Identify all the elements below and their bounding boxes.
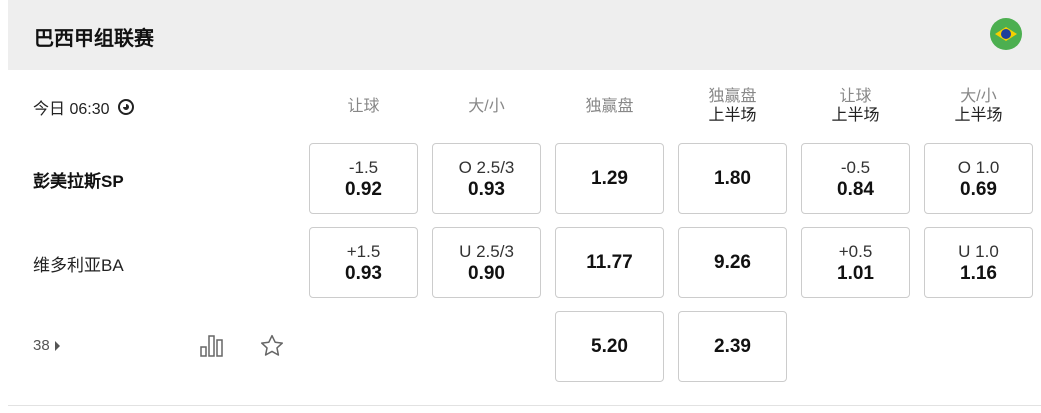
odds-value: 5.20 [591, 335, 628, 357]
column-header-main: 大/小 [960, 88, 997, 105]
odds-line: -0.5 [840, 157, 871, 177]
odds-value: 1.01 [837, 262, 874, 284]
odds-value: 9.26 [714, 251, 751, 273]
odds-value: 1.80 [714, 167, 751, 189]
clock-icon [117, 99, 134, 115]
match-time: 今日 06:30 [33, 95, 134, 119]
odds-value: 1.16 [960, 262, 997, 284]
column-header-main: 让球 [347, 97, 380, 115]
column-header-main: 独赢盘 [585, 97, 634, 115]
draw-odds-button[interactable]: 2.39 [678, 311, 787, 382]
column-header-sub: 上半场 [831, 107, 880, 124]
league-title: 巴西甲组联赛 [34, 28, 154, 50]
odds-button[interactable]: U 1.0 1.16 [924, 227, 1033, 298]
caret-right-icon [54, 340, 60, 351]
more-markets-count: 38 [33, 337, 50, 354]
odds-line: +0.5 [838, 241, 873, 261]
match-time-text: 今日 06:30 [33, 101, 110, 118]
odds-button[interactable]: O 2.5/3 0.93 [432, 143, 541, 214]
team-name: 彭美拉斯SP [33, 172, 124, 191]
odds-value: 0.69 [960, 178, 997, 200]
team-name: 维多利亚BA [33, 256, 124, 275]
stats-icon[interactable] [199, 333, 225, 359]
odds-value: 2.39 [714, 335, 751, 357]
odds-button[interactable]: 11.77 [555, 227, 664, 298]
odds-button[interactable]: U 2.5/3 0.90 [432, 227, 541, 298]
divider [8, 405, 1041, 406]
odds-line: U 2.5/3 [459, 241, 514, 261]
odds-button[interactable]: -0.5 0.84 [801, 143, 910, 214]
odds-value: 1.29 [591, 167, 628, 189]
odds-button[interactable]: +0.5 1.01 [801, 227, 910, 298]
column-header-main: 大/小 [468, 97, 505, 115]
column-header-main: 让球 [839, 88, 872, 105]
odds-button[interactable]: 1.29 [555, 143, 664, 214]
odds-value: 0.93 [468, 178, 505, 200]
odds-value: 11.77 [586, 251, 633, 273]
column-header: 独赢盘 上半场 [678, 84, 787, 128]
odds-value: 0.84 [837, 178, 874, 200]
column-header: 让球 [309, 84, 418, 128]
odds-line: O 1.0 [957, 157, 1000, 177]
odds-button[interactable]: 1.80 [678, 143, 787, 214]
brazil-flag-icon [990, 18, 1022, 50]
odds-value: 0.90 [468, 262, 505, 284]
column-header-sub: 上半场 [954, 107, 1003, 124]
column-header-main: 独赢盘 [708, 88, 757, 105]
odds-button[interactable]: -1.5 0.92 [309, 143, 418, 214]
odds-button[interactable]: +1.5 0.93 [309, 227, 418, 298]
odds-line: -1.5 [348, 157, 379, 177]
favorite-star-icon[interactable] [259, 333, 285, 359]
odds-line: +1.5 [346, 241, 381, 261]
odds-line: O 2.5/3 [458, 157, 515, 177]
odds-button[interactable]: O 1.0 0.69 [924, 143, 1033, 214]
draw-odds-button[interactable]: 5.20 [555, 311, 664, 382]
column-header: 大/小 [432, 84, 541, 128]
league-header: 巴西甲组联赛 [8, 0, 1041, 70]
odds-value: 0.92 [345, 178, 382, 200]
odds-value: 0.93 [345, 262, 382, 284]
odds-line: U 1.0 [958, 241, 999, 261]
column-header: 大/小 上半场 [924, 84, 1033, 128]
column-header: 让球 上半场 [801, 84, 910, 128]
column-header-sub: 上半场 [708, 107, 757, 124]
more-markets-link[interactable]: 38 [33, 337, 60, 354]
column-header: 独赢盘 [555, 84, 664, 128]
odds-button[interactable]: 9.26 [678, 227, 787, 298]
